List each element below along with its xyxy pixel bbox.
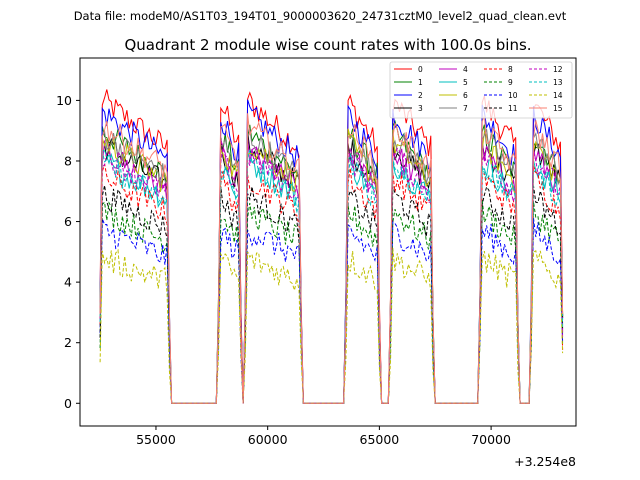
series-line-14	[99, 248, 564, 404]
legend-label: 15	[553, 104, 563, 113]
legend-label: 1	[418, 78, 423, 87]
legend-label: 11	[508, 104, 518, 113]
y-tick-label: 6	[64, 214, 72, 229]
legend-label: 9	[508, 78, 513, 87]
x-tick-label: 65000	[360, 432, 400, 447]
legend-label: 4	[463, 65, 468, 74]
legend-label: 3	[418, 104, 423, 113]
chart-suptitle: Data file: modeM0/AS1T03_194T01_90000036…	[74, 9, 567, 23]
x-offset-label: +3.254e8	[514, 454, 576, 469]
series-layer	[99, 89, 564, 404]
x-tick-label: 60000	[248, 432, 288, 447]
plot-frame	[79, 57, 577, 427]
x-axis: 55000 60000 65000 70000	[136, 426, 511, 447]
legend-label: 14	[553, 91, 563, 100]
legend-label: 8	[508, 65, 513, 74]
y-tick-label: 10	[56, 93, 72, 108]
x-tick-label: 70000	[471, 432, 511, 447]
y-tick-label: 8	[64, 153, 72, 168]
legend-label: 2	[418, 91, 423, 100]
legend-label: 0	[418, 65, 423, 74]
y-tick-label: 4	[64, 275, 72, 290]
x-tick-label: 55000	[136, 432, 176, 447]
chart-title: Quadrant 2 module wise count rates with …	[124, 36, 531, 54]
legend-label: 6	[463, 91, 468, 100]
y-tick-label: 0	[64, 396, 72, 411]
legend-label: 13	[553, 78, 563, 87]
legend-label: 12	[553, 65, 563, 74]
legend-label: 10	[508, 91, 518, 100]
legend-label: 7	[463, 104, 468, 113]
legend-box	[389, 61, 573, 119]
plot-area	[80, 58, 576, 426]
series-line-15	[99, 113, 564, 404]
y-tick-label: 2	[64, 335, 72, 350]
legend-label: 5	[463, 78, 468, 87]
y-axis: 0 2 4 6 8 10	[56, 93, 80, 411]
